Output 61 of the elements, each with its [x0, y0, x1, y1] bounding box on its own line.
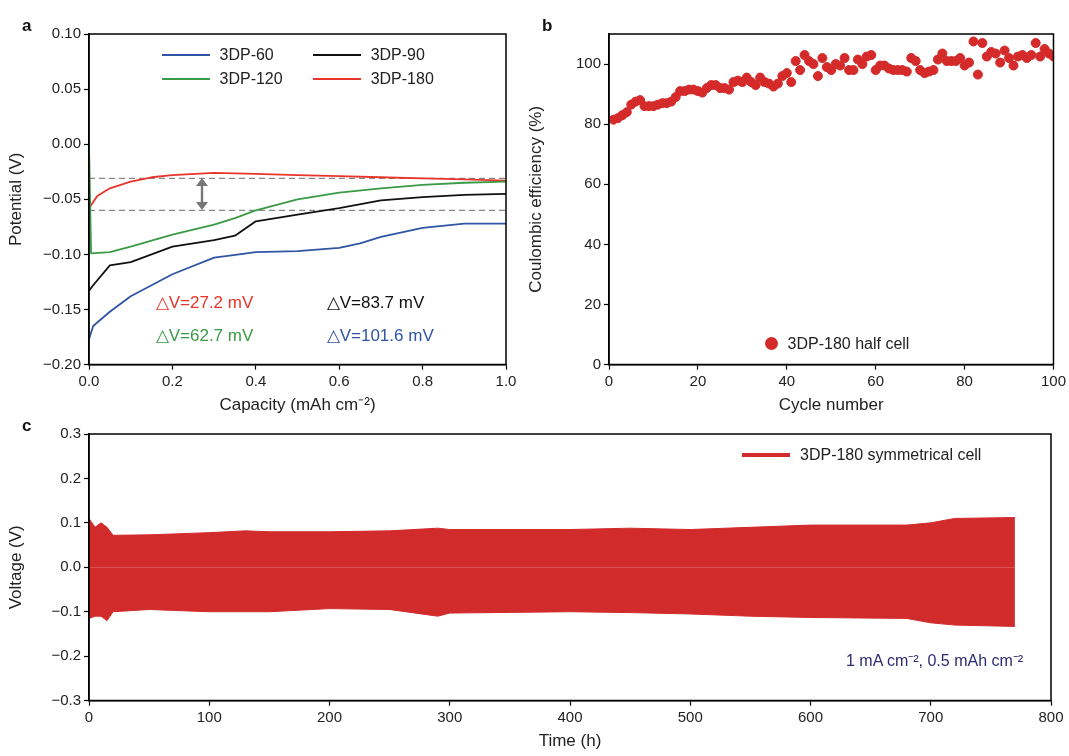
x-tick-label: 0.0: [78, 371, 100, 389]
y-tick-label: 0.00: [51, 134, 81, 152]
x-tick-label: 0.8: [412, 371, 434, 389]
annotation: △V=62.7 mV: [155, 324, 254, 346]
x-tick-label: 20: [689, 371, 707, 389]
x-tick-label: 500: [677, 707, 703, 725]
y-tick-label: 60: [584, 174, 601, 192]
y-tick-label: 0: [592, 354, 601, 372]
legend-label: 3DP-180 symmetrical cell: [800, 446, 982, 464]
chart-title: b: [542, 16, 553, 36]
y-tick-label: 20: [584, 294, 601, 312]
legend-label: 3DP-180: [370, 70, 434, 88]
annotation: △V=27.2 mV: [155, 291, 254, 313]
y-tick-label: 0.05: [51, 79, 81, 97]
y-tick-label: −0.15: [43, 299, 81, 317]
x-tick-label: 400: [557, 707, 583, 725]
y-tick-label: −0.10: [43, 244, 81, 262]
legend-label: 3DP-90: [370, 46, 425, 64]
annotation: 1 mA cm⁻², 0.5 mAh cm⁻²: [846, 650, 1024, 671]
y-axis-title: Voltage (V): [5, 525, 25, 610]
legend-label: 3DP-120: [219, 70, 283, 88]
x-tick-label: 0: [604, 371, 614, 389]
y-tick-label: −0.3: [51, 690, 81, 708]
x-tick-label: 100: [196, 707, 222, 725]
x-axis-title: Capacity (mAh cm⁻²): [219, 395, 376, 415]
legend-label: 3DP-60: [219, 46, 274, 64]
y-tick-label: −0.2: [51, 646, 81, 664]
x-tick-label: 60: [867, 371, 885, 389]
y-tick-label: 100: [575, 54, 601, 72]
y-tick-label: 0.3: [60, 424, 81, 442]
chart-title: c: [22, 416, 32, 436]
x-tick-label: 0.4: [245, 371, 267, 389]
x-axis-title: Time (h): [538, 731, 602, 751]
legend-label: 3DP-180 half cell: [787, 334, 910, 353]
y-tick-label: −0.20: [43, 354, 81, 372]
x-tick-label: 1.0: [495, 371, 517, 389]
x-tick-label: 0.6: [328, 371, 350, 389]
chart-title: a: [22, 16, 32, 36]
annotation: △V=101.6 mV: [326, 324, 434, 346]
y-axis-title: Coulombic efficiency (%): [525, 105, 545, 293]
x-tick-label: 600: [797, 707, 824, 725]
x-tick-label: 700: [918, 707, 944, 725]
y-tick-label: 0.10: [51, 24, 81, 42]
y-axis-title: Potential (V): [5, 152, 25, 247]
y-tick-label: 40: [584, 234, 601, 252]
x-tick-label: 40: [778, 371, 796, 389]
x-tick-label: 0.2: [161, 371, 183, 389]
y-tick-label: −0.1: [51, 601, 81, 619]
y-tick-label: 80: [584, 114, 601, 132]
x-tick-label: 200: [316, 707, 343, 725]
y-tick-label: 0.2: [60, 468, 81, 486]
x-tick-label: 800: [1038, 707, 1064, 725]
x-tick-label: 300: [437, 707, 463, 725]
x-tick-label: 0: [84, 707, 94, 725]
x-tick-label: 80: [956, 371, 973, 389]
x-tick-label: 100: [1040, 371, 1066, 389]
y-tick-label: −0.05: [43, 189, 81, 207]
annotation: △V=83.7 mV: [326, 291, 425, 313]
y-tick-label: 0.1: [60, 513, 81, 531]
x-axis-title: Cycle number: [778, 395, 885, 415]
y-tick-label: 0.0: [60, 557, 81, 575]
